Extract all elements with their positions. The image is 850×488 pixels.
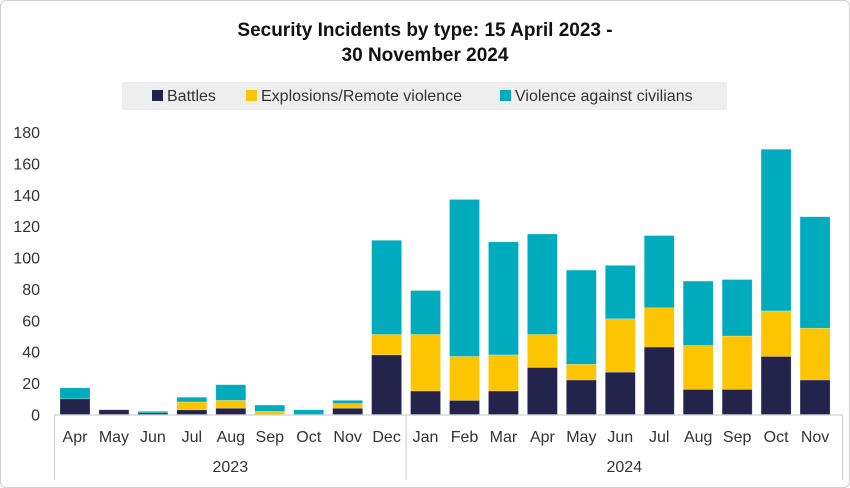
bar-segment-violence-against-civilians	[527, 233, 558, 335]
bar-segment-explosions-remote-violence	[527, 334, 558, 368]
x-tick-label: Feb	[451, 429, 479, 446]
x-tick-label: Oct	[296, 429, 321, 446]
x-tick-label: Jul	[182, 429, 202, 446]
bar-segment-explosions-remote-violence	[721, 335, 753, 390]
x-tick-label: Nov	[333, 429, 361, 446]
legend-swatch	[500, 90, 511, 101]
bar-segment-battles	[59, 398, 91, 415]
x-tick-label: Oct	[764, 429, 789, 446]
bar-segment-violence-against-civilians	[215, 384, 247, 401]
bar-segment-violence-against-civilians	[488, 241, 519, 356]
bar-segment-battles	[98, 409, 130, 415]
x-tick-label: Jun	[140, 429, 166, 446]
y-tick-label: 20	[22, 376, 40, 393]
bar-segment-violence-against-civilians	[176, 396, 208, 403]
bar-segment-battles	[721, 389, 753, 415]
bar-segment-battles	[682, 389, 714, 415]
y-axis: 0 20 40 60 80 100 120 140 160 180	[13, 125, 40, 425]
legend: Battles Explosions/Remote violence Violenc…	[152, 88, 693, 105]
bar-segment-battles	[332, 407, 363, 415]
bar-segment-violence-against-civilians	[721, 279, 753, 337]
x-tick-label: Jul	[649, 429, 669, 446]
bar-segment-explosions-remote-violence	[604, 318, 636, 373]
legend-box	[122, 82, 727, 110]
bar-segment-explosions-remote-violence	[371, 334, 402, 356]
bar-segment-explosions-remote-violence	[760, 310, 792, 357]
bar-segment-violence-against-civilians	[643, 235, 675, 309]
bar-segment-explosions-remote-violence	[410, 334, 441, 392]
bar-segment-explosions-remote-violence	[799, 327, 831, 381]
bar-segment-violence-against-civilians	[137, 411, 169, 414]
bar-segment-violence-against-civilians	[604, 265, 636, 320]
bar-segment-explosions-remote-violence	[254, 411, 286, 415]
x-tick-label: Aug	[684, 429, 712, 446]
y-tick-label: 120	[13, 219, 40, 236]
y-tick-label: 40	[22, 345, 40, 362]
bar-segment-violence-against-civilians	[332, 400, 363, 404]
bar-segment-battles	[566, 379, 597, 415]
x-tick-label: Dec	[372, 429, 400, 446]
y-tick-label: 100	[13, 251, 40, 268]
bar-segment-battles	[604, 371, 636, 415]
x-tick-label: Sep	[723, 429, 752, 446]
chart-title-line-2: 30 November 2024	[342, 45, 509, 66]
legend-label: Battles	[167, 88, 216, 105]
bar-segment-violence-against-civilians	[254, 404, 286, 412]
bar-segment-battles	[643, 346, 675, 415]
bar-segment-explosions-remote-violence	[682, 345, 714, 390]
bar-segment-battles	[449, 400, 480, 415]
x-tick-label: Mar	[490, 429, 518, 446]
x-tick-label: Sep	[256, 429, 285, 446]
bar-segment-explosions-remote-violence	[215, 400, 247, 409]
bar-segment-explosions-remote-violence	[643, 307, 675, 348]
x-tick-label: Jan	[413, 429, 439, 446]
legend-label: Explosions/Remote violence	[261, 88, 462, 105]
bars	[59, 148, 831, 415]
x-tick-label: Nov	[801, 429, 829, 446]
x-axis: Apr May Jun Jul Aug Sep Oct Nov Dec Jan Feb Mar Apr M…	[53, 414, 844, 480]
bar-segment-battles	[760, 356, 792, 415]
chart-title-line-1: Security Incidents by type: 15 April 202…	[237, 20, 612, 41]
bar-segment-explosions-remote-violence	[176, 401, 208, 411]
x-tick-label: Jun	[607, 429, 633, 446]
y-tick-label: 60	[22, 313, 40, 330]
x-tick-label: May	[99, 429, 129, 446]
y-tick-label: 0	[31, 408, 40, 425]
bar-segment-explosions-remote-violence	[488, 354, 519, 392]
y-tick-label: 80	[22, 282, 40, 299]
bar-segment-violence-against-civilians	[682, 280, 714, 346]
bar-segment-violence-against-civilians	[59, 387, 91, 400]
bar-segment-battles	[488, 390, 519, 415]
year-group-label: 2024	[607, 459, 643, 476]
bar-segment-violence-against-civilians	[566, 269, 597, 365]
bar-segment-battles	[799, 379, 831, 415]
bar-segment-violence-against-civilians	[371, 239, 402, 335]
legend-swatch	[152, 90, 163, 101]
bar-segment-explosions-remote-violence	[449, 356, 480, 401]
bar-segment-explosions-remote-violence	[332, 403, 363, 409]
bar-segment-violence-against-civilians	[760, 148, 792, 312]
year-group-label: 2023	[213, 459, 249, 476]
bar-segment-battles	[215, 407, 247, 415]
x-tick-label: May	[566, 429, 596, 446]
legend-swatch	[246, 90, 257, 101]
bar-segment-battles	[371, 354, 402, 415]
y-tick-label: 140	[13, 188, 40, 205]
bar-segment-violence-against-civilians	[449, 199, 480, 357]
bar-segment-violence-against-civilians	[293, 409, 325, 415]
x-tick-label: Apr	[63, 429, 89, 446]
y-tick-label: 160	[13, 156, 40, 173]
bar-segment-battles	[527, 367, 558, 415]
x-tick-label: Apr	[530, 429, 556, 446]
legend-label: Violence against civilians	[515, 88, 693, 105]
bar-segment-battles	[410, 390, 441, 415]
bar-segment-explosions-remote-violence	[566, 363, 597, 381]
bar-segment-battles	[176, 409, 208, 415]
bar-segment-violence-against-civilians	[799, 216, 831, 329]
y-tick-label: 180	[13, 125, 40, 142]
x-tick-label: Aug	[217, 429, 245, 446]
bar-segment-violence-against-civilians	[410, 290, 441, 335]
